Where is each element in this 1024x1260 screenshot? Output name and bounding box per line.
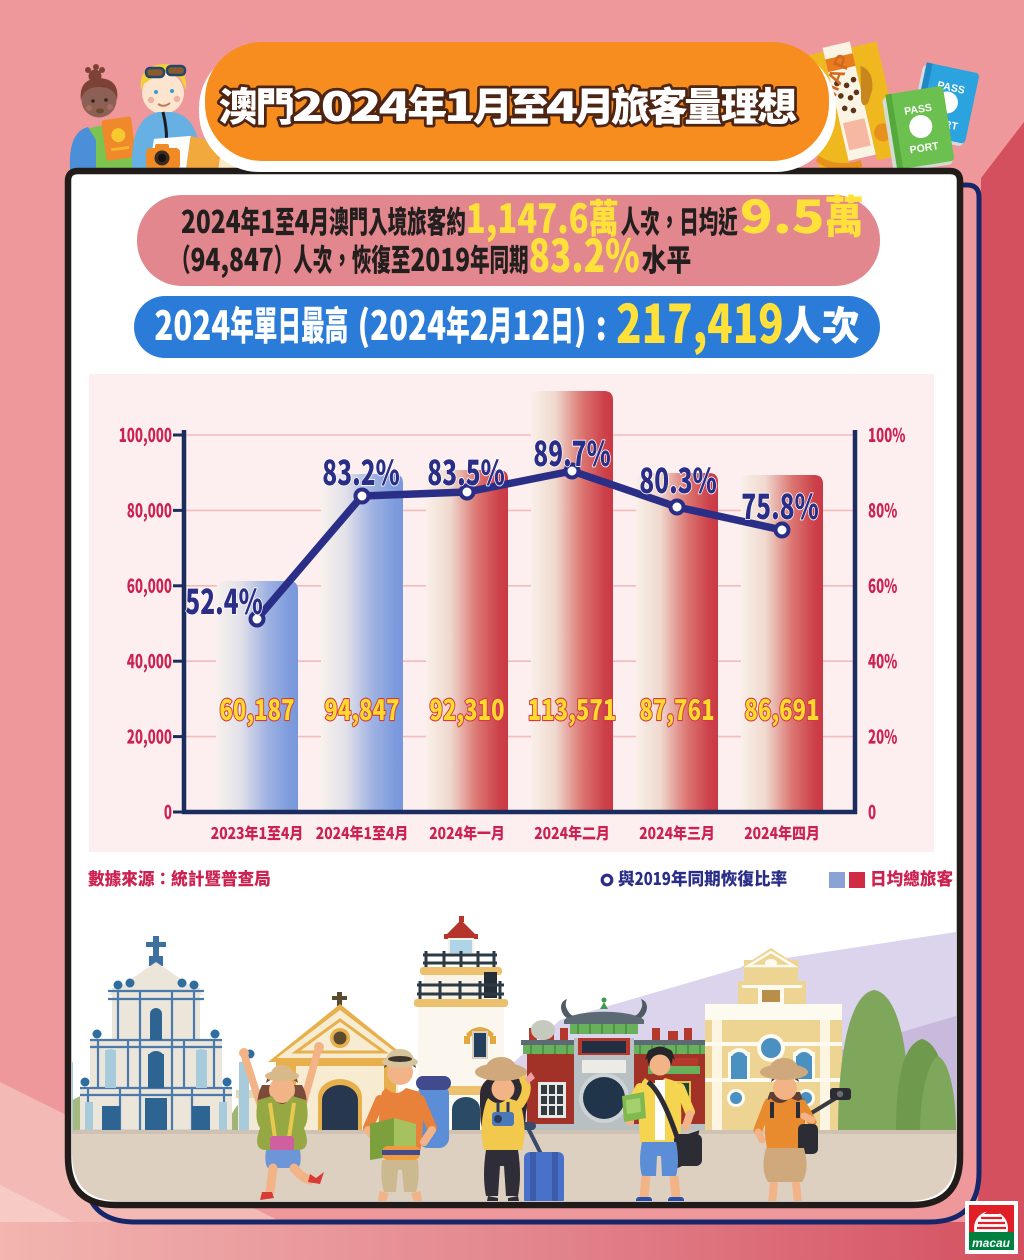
svg-text:PASS: PASS [903, 102, 932, 118]
svg-text:PORT: PORT [909, 140, 940, 157]
svg-text:macau: macau [972, 1236, 1011, 1250]
